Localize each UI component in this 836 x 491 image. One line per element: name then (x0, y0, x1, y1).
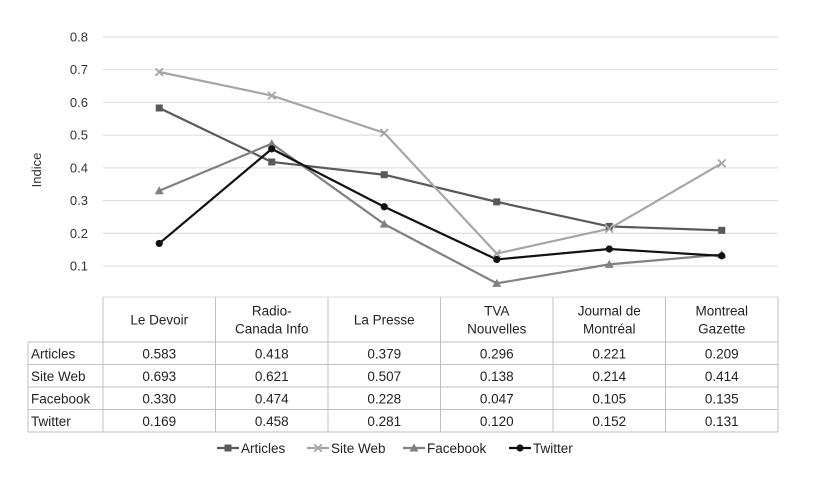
legend-item-twitter: Twitter (509, 441, 573, 456)
category-label: Gazette (698, 322, 745, 337)
data-point-twitter (380, 203, 388, 211)
table-cell-site-web: 0.693 (142, 369, 176, 384)
y-axis-label: Indice (29, 153, 44, 188)
legend-marker (224, 444, 232, 452)
data-point-site-web (492, 249, 502, 259)
category-label: Journal de (578, 304, 641, 319)
table-row-label-facebook: Facebook (31, 391, 91, 406)
table-cell-twitter: 0.458 (255, 414, 289, 429)
series-markers (154, 67, 727, 287)
data-point-twitter (493, 255, 501, 264)
y-tick-label: 0.8 (70, 30, 88, 45)
table-cell-facebook: 0.105 (592, 391, 626, 406)
table-cell-twitter: 0.120 (480, 414, 514, 429)
legend: Articles Site Web Facebook Twitter (217, 441, 573, 456)
data-point-facebook (379, 219, 389, 228)
table-cell-facebook: 0.474 (255, 391, 289, 406)
legend-label: Articles (241, 441, 286, 456)
data-point-twitter (268, 145, 276, 153)
data-point-articles (493, 198, 501, 206)
table-cell-articles: 0.221 (592, 346, 626, 361)
y-tick-label: 0.2 (70, 226, 88, 241)
table-cell-facebook: 0.330 (142, 391, 176, 406)
category-label: La Presse (354, 313, 415, 328)
series-lines (158, 70, 723, 285)
data-point-site-web (604, 224, 614, 234)
data-point-articles (268, 158, 276, 166)
y-tick-label: 0.6 (70, 95, 88, 110)
data-point-articles (718, 226, 726, 234)
table-row-label-twitter: Twitter (31, 414, 71, 429)
data-point-site-web (154, 67, 164, 77)
y-tick-label: 0.1 (70, 259, 88, 274)
table-cell-twitter: 0.152 (592, 414, 626, 429)
y-tick-label: 0.3 (70, 193, 88, 208)
legend-label: Site Web (331, 441, 386, 456)
table-cell-articles: 0.583 (142, 346, 176, 361)
y-axis-ticks: 0.8 0.7 0.6 0.5 0.4 0.3 0.2 0.1 (70, 30, 88, 274)
data-table: Le Devoir Radio- Canada Info La Presse TVA No… (27, 297, 779, 433)
data-point-site-web (379, 128, 389, 138)
table-cell-facebook: 0.228 (367, 391, 401, 406)
table-cell-site-web: 0.621 (255, 369, 289, 384)
data-point-facebook (267, 139, 277, 148)
category-label: Montreal (695, 304, 748, 319)
legend-item-facebook: Facebook (403, 441, 487, 456)
series-line-facebook (158, 142, 722, 285)
table-cell-articles: 0.418 (255, 346, 289, 361)
legend-marker (516, 444, 524, 452)
y-tick-label: 0.5 (70, 128, 88, 143)
series-line-site-web (159, 70, 723, 255)
legend-item-site-web: Site Web (307, 441, 386, 456)
data-point-twitter (718, 252, 726, 260)
data-point-site-web (267, 91, 277, 100)
data-point-facebook (604, 259, 614, 268)
y-tick-label: 0.4 (70, 160, 88, 175)
data-point-articles (155, 104, 163, 112)
legend-label: Twitter (533, 441, 573, 456)
table-row-label-site-web: Site Web (31, 369, 86, 384)
table-cell-articles: 0.296 (480, 346, 514, 361)
table-cell-articles: 0.379 (367, 346, 401, 361)
table-cell-site-web: 0.138 (480, 369, 514, 384)
legend-item-articles: Articles (217, 441, 286, 456)
table-cell-site-web: 0.214 (592, 369, 626, 384)
table-cell-articles: 0.209 (705, 346, 739, 361)
series-line-articles (158, 106, 722, 232)
data-point-twitter (155, 239, 163, 248)
legend-marker (313, 443, 323, 453)
category-label: Canada Info (235, 322, 309, 337)
table-row-label-articles: Articles (31, 346, 76, 361)
category-label: Montréal (583, 322, 636, 337)
table-cell-twitter: 0.281 (367, 414, 401, 429)
category-label: Le Devoir (130, 313, 188, 328)
data-point-site-web (717, 158, 727, 168)
data-point-facebook (154, 186, 164, 195)
data-point-twitter (605, 245, 613, 253)
data-point-articles (605, 222, 613, 230)
table-cell-twitter: 0.169 (142, 414, 176, 429)
table-cell-site-web: 0.507 (367, 369, 401, 384)
y-tick-label: 0.7 (70, 62, 88, 77)
table-cell-facebook: 0.047 (480, 391, 514, 406)
category-label: TVA (484, 304, 509, 319)
data-point-articles (380, 171, 388, 179)
table-cell-site-web: 0.414 (705, 369, 739, 384)
table-cell-facebook: 0.135 (705, 391, 739, 406)
legend-label: Facebook (427, 441, 487, 456)
table-cell-twitter: 0.131 (705, 414, 739, 429)
series-line-twitter (158, 147, 722, 261)
data-point-facebook (492, 278, 502, 287)
category-label: Nouvelles (467, 322, 527, 337)
legend-marker (409, 443, 419, 452)
category-label: Radio- (252, 304, 292, 319)
